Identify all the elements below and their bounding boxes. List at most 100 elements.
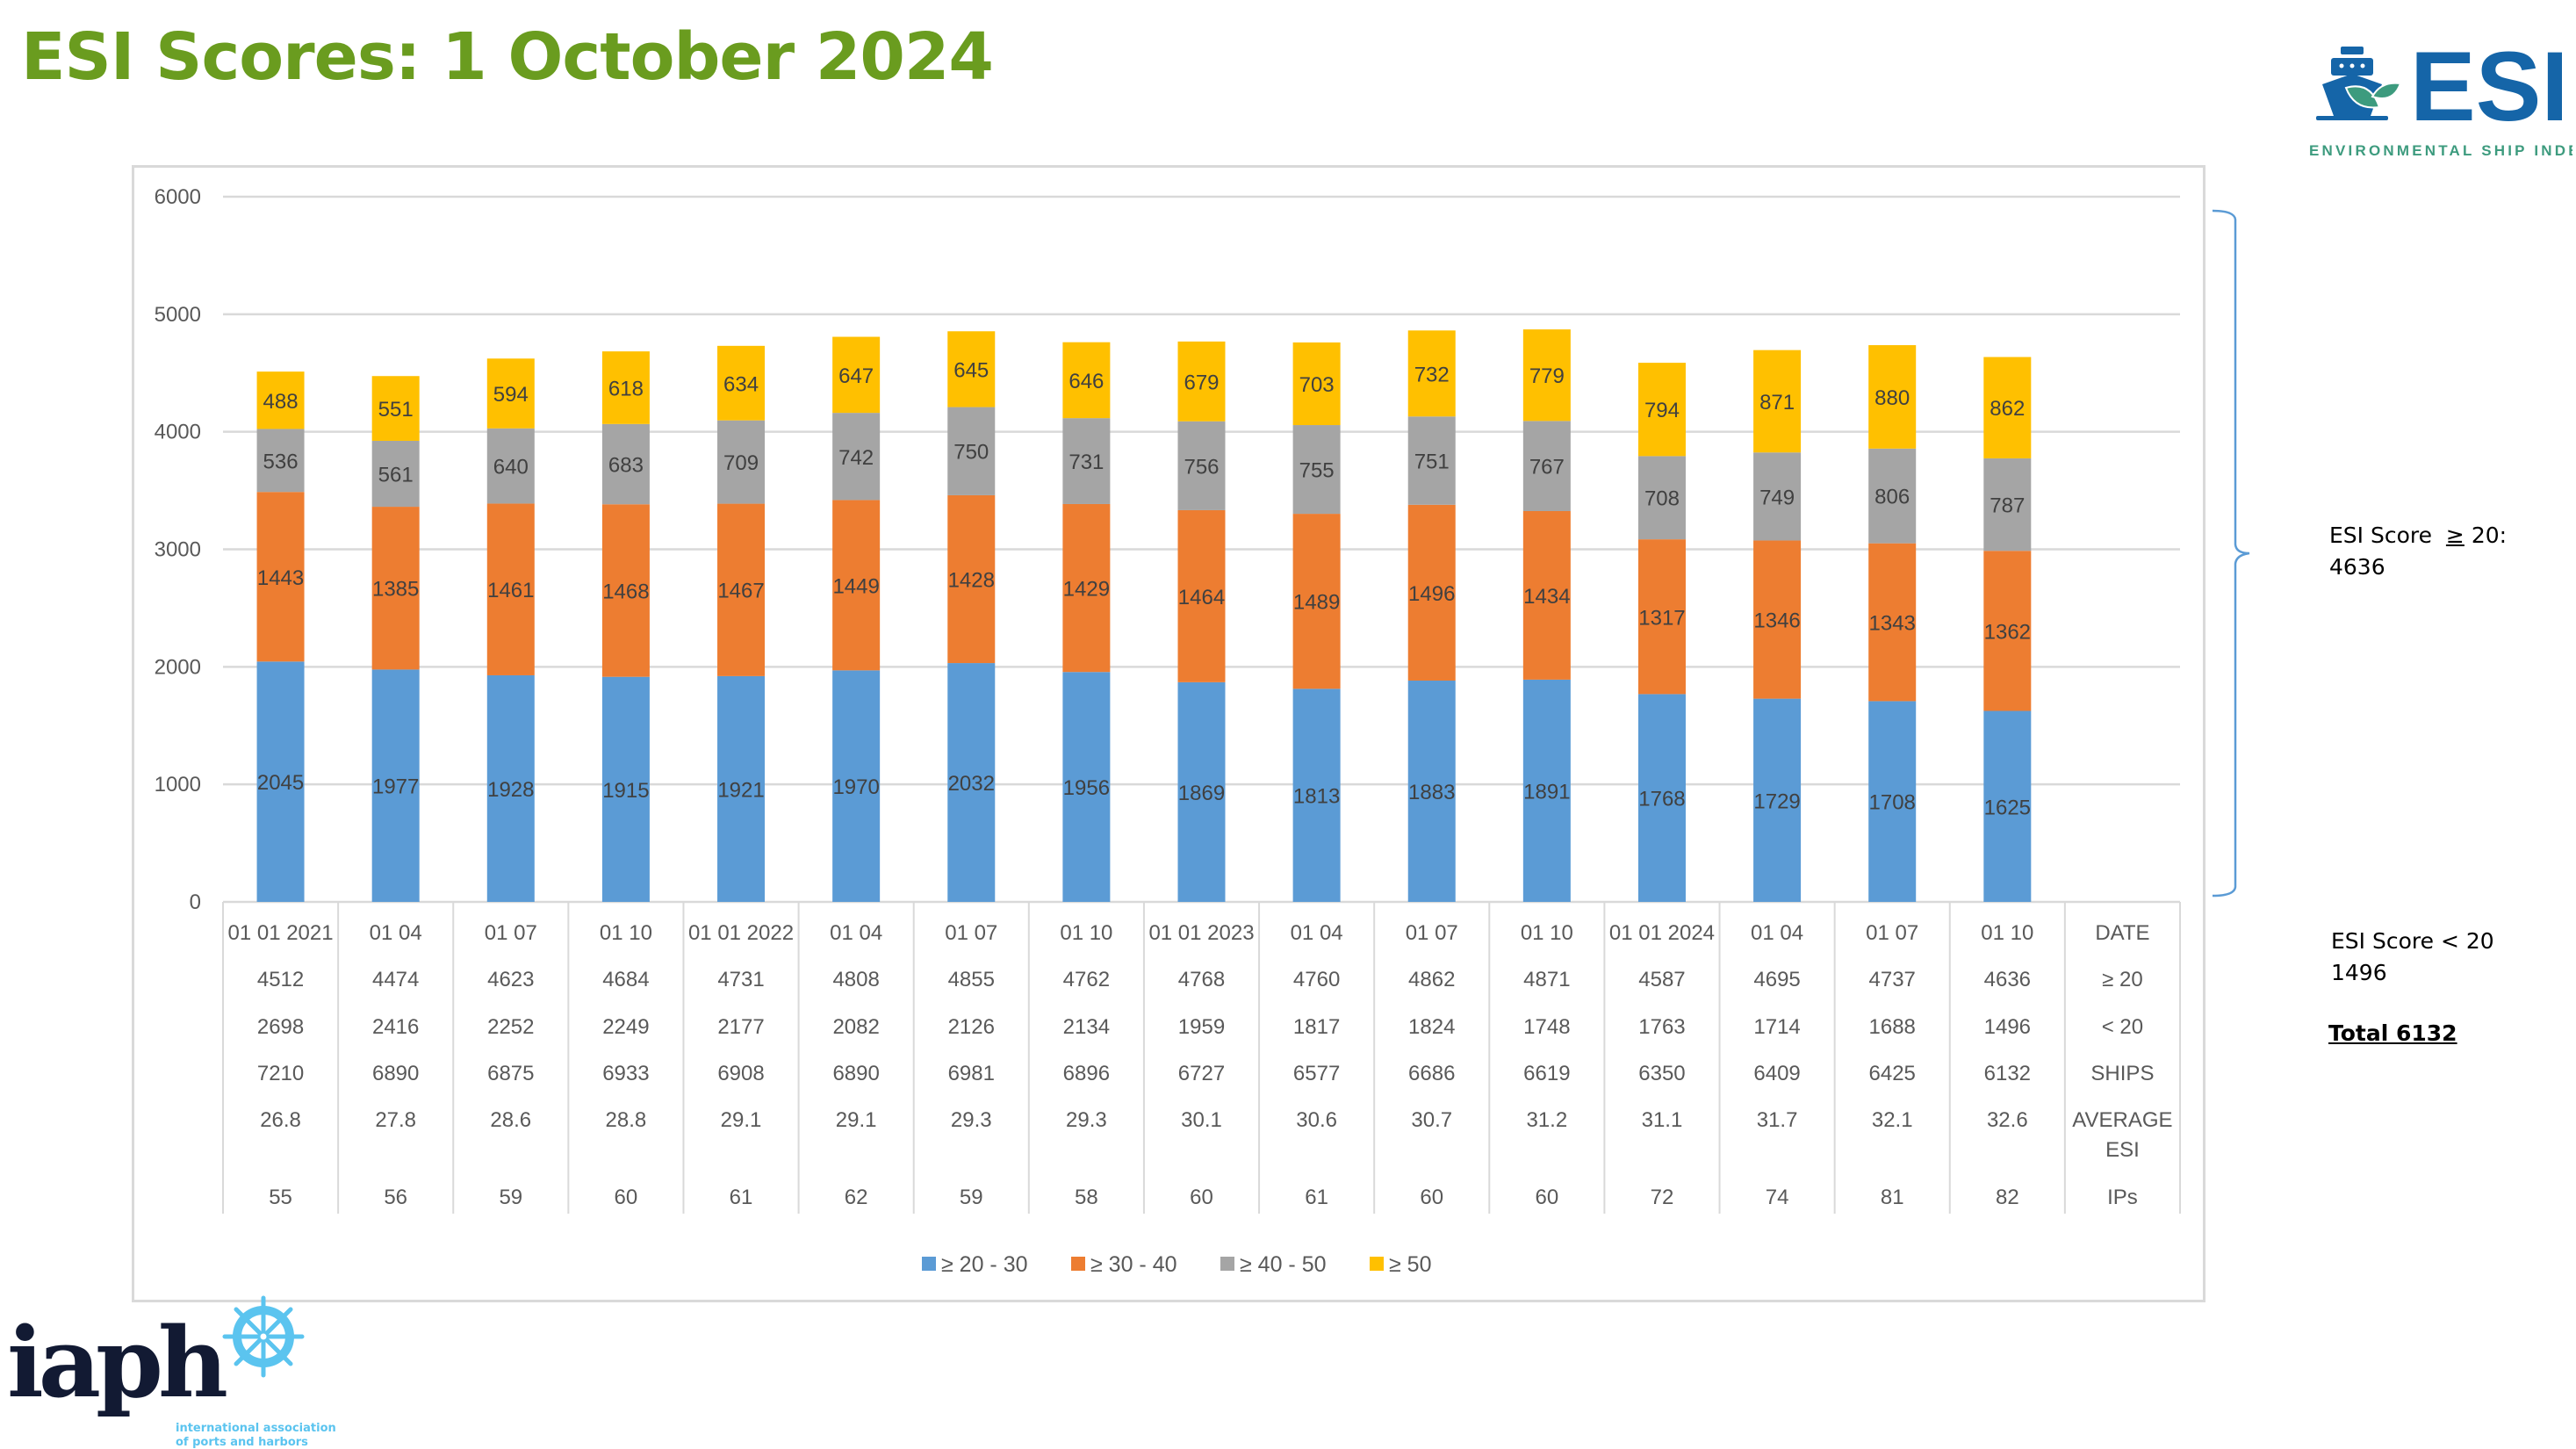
- data-label: 1464: [1178, 586, 1225, 609]
- table-cell: 60: [1536, 1186, 1559, 1209]
- bar-segment: [717, 420, 766, 504]
- table-cell: 6933: [602, 1062, 649, 1085]
- x-tick-label: 01 07: [485, 921, 537, 945]
- bar-segment: [256, 492, 305, 662]
- table-cell: 6425: [1869, 1062, 1916, 1085]
- bar-segment: [256, 371, 305, 429]
- table-cell: 4695: [1753, 968, 1800, 991]
- bar-segment: [1062, 503, 1111, 673]
- bar-segment: [486, 428, 535, 504]
- bar-segment: [371, 440, 420, 508]
- table-cell: 6896: [1063, 1062, 1110, 1085]
- table-cell: 58: [1075, 1186, 1098, 1209]
- table-cell: 4731: [717, 968, 764, 991]
- bar-segment: [256, 661, 305, 902]
- table-cell: 2416: [372, 1015, 419, 1039]
- data-label: 871: [1759, 391, 1795, 415]
- table-cell: 6890: [372, 1062, 419, 1085]
- bar-segment: [1637, 456, 1686, 540]
- bar-segment: [1062, 342, 1111, 419]
- bar-segment: [832, 670, 881, 902]
- table-cell: 30.7: [1411, 1108, 1452, 1132]
- iaph-subtitle-1: international association: [176, 1422, 336, 1435]
- table-cell: 2249: [602, 1015, 649, 1039]
- table-cell: 2134: [1063, 1015, 1110, 1039]
- legend-swatch: [1220, 1257, 1234, 1271]
- data-label: 1768: [1638, 788, 1685, 811]
- data-label: 679: [1184, 371, 1219, 394]
- legend-swatch: [922, 1257, 936, 1271]
- data-label: 2032: [948, 772, 995, 796]
- table-cell: 1714: [1753, 1015, 1800, 1039]
- bar-segment: [717, 345, 766, 421]
- data-label: 749: [1759, 486, 1795, 509]
- data-label: 488: [263, 390, 299, 414]
- data-label: 742: [838, 446, 874, 470]
- legend-label: ≥ 20 - 30: [941, 1252, 1028, 1277]
- data-label: 1434: [1523, 585, 1570, 609]
- legend-label: ≥ 30 - 40: [1090, 1252, 1177, 1277]
- data-label: 683: [608, 454, 644, 478]
- bar-segment: [717, 675, 766, 902]
- table-cell: 32.1: [1872, 1108, 1913, 1132]
- data-label: 647: [838, 364, 874, 388]
- bar-segment: [1983, 458, 2032, 551]
- table-cell: 56: [384, 1186, 407, 1209]
- bar-segment: [1177, 341, 1226, 422]
- table-cell: 59: [960, 1186, 983, 1209]
- chart-frame: [132, 165, 2205, 1302]
- table-cell: 4623: [487, 968, 534, 991]
- table-cell: 28.6: [490, 1108, 531, 1132]
- table-cell: 2177: [717, 1015, 764, 1039]
- table-cell: 4684: [602, 968, 649, 991]
- table-cell: 1496: [1984, 1015, 2031, 1039]
- table-cell: 4768: [1178, 968, 1225, 991]
- x-tick-label: 01 10: [1521, 921, 1573, 945]
- data-label: 708: [1644, 487, 1680, 511]
- table-row-label: < 20: [2102, 1015, 2143, 1039]
- data-label: 1883: [1408, 781, 1455, 804]
- page-title: ESI Scores: 1 October 2024: [21, 19, 994, 95]
- bar-segment: [947, 663, 996, 902]
- iaph-logo-text: iaph: [7, 1306, 227, 1419]
- x-tick-label: 01 10: [600, 921, 652, 945]
- legend-swatch: [1370, 1257, 1384, 1271]
- bar-segment: [1292, 425, 1341, 515]
- bar-segment: [1407, 330, 1456, 417]
- table-cell: 4636: [1984, 968, 2031, 991]
- bar-segment: [1292, 342, 1341, 426]
- bar-segment: [1637, 694, 1686, 902]
- x-tick-label: 01 04: [370, 921, 422, 945]
- bar-segment: [1868, 701, 1917, 902]
- iaph-subtitle-2: of ports and harbors: [176, 1436, 308, 1449]
- table-cell: 4760: [1293, 968, 1340, 991]
- data-label: 787: [1990, 494, 2025, 518]
- table-cell: 7210: [257, 1062, 304, 1085]
- legend-label: ≥ 40 - 50: [1240, 1252, 1327, 1277]
- table-cell: 61: [1305, 1186, 1328, 1209]
- bar-segment: [1062, 418, 1111, 504]
- data-label: 703: [1299, 373, 1335, 397]
- legend-swatch: [1071, 1257, 1085, 1271]
- bar-segment: [1407, 416, 1456, 505]
- x-tick-label: 01 01 2021: [227, 921, 333, 945]
- bar-segment: [1753, 350, 1802, 453]
- bar-segment: [1983, 551, 2032, 711]
- bar-segment: [717, 503, 766, 676]
- table-cell: 4737: [1869, 968, 1916, 991]
- table-cell: 6132: [1984, 1062, 2031, 1085]
- data-label: 551: [378, 398, 414, 422]
- x-tick-label: 01 01 2024: [1609, 921, 1715, 945]
- data-label: 640: [493, 456, 529, 479]
- bar-segment: [1292, 514, 1341, 689]
- bar-segment: [1983, 357, 2032, 458]
- table-row-label: AVERAGE: [2072, 1108, 2172, 1132]
- table-cell: 6727: [1178, 1062, 1225, 1085]
- table-cell: 4855: [948, 968, 995, 991]
- table-cell: 32.6: [1987, 1108, 2028, 1132]
- data-label: 1461: [487, 579, 534, 602]
- bar-segment: [1407, 504, 1456, 681]
- table-row-label: DATE: [2095, 921, 2149, 945]
- bar-segment: [1522, 421, 1571, 512]
- data-label: 1977: [372, 775, 419, 799]
